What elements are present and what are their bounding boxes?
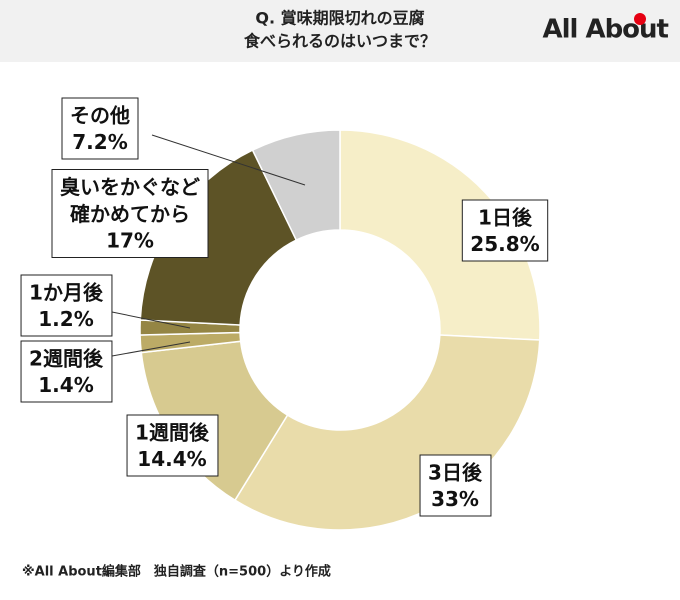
leader-line bbox=[151, 134, 306, 186]
category-label: 1日後 bbox=[478, 205, 533, 229]
category-label: 臭いをかぐなど確かめてから bbox=[60, 175, 200, 226]
chart-title: Q. 賞味期限切れの豆腐 bbox=[255, 9, 424, 28]
logo: All About bbox=[542, 15, 668, 45]
donut-slice bbox=[139, 149, 298, 326]
source-note: ※All About編集部 独自調査（n=500）より作成 bbox=[22, 564, 331, 580]
label-box bbox=[51, 169, 209, 258]
leader-line bbox=[111, 341, 191, 357]
label-box bbox=[419, 454, 492, 517]
value-label: 1.2% bbox=[38, 307, 93, 331]
label-box bbox=[461, 199, 549, 262]
category-label: 1か月後 bbox=[29, 280, 104, 304]
data-label: 1か月後 1.2% bbox=[20, 274, 113, 337]
donut-slice bbox=[251, 129, 341, 242]
donut-slice bbox=[233, 334, 541, 531]
value-label: 14.4% bbox=[137, 447, 206, 471]
category-label: 3日後 bbox=[428, 460, 483, 484]
label-box bbox=[126, 414, 219, 477]
value-label: 1.4% bbox=[38, 373, 93, 397]
logo-dot bbox=[634, 13, 646, 25]
donut-slice bbox=[339, 129, 541, 341]
value-label: 7.2% bbox=[72, 130, 127, 154]
data-label: 臭いをかぐなど確かめてから 17% bbox=[51, 169, 209, 258]
category-label: 2週間後 bbox=[29, 346, 104, 370]
label-box bbox=[20, 274, 113, 337]
label-box bbox=[61, 97, 139, 160]
category-label: その他 bbox=[70, 103, 130, 127]
data-label: 1週間後 14.4% bbox=[126, 414, 219, 477]
data-label: 2週間後 1.4% bbox=[20, 340, 113, 403]
chart-title: 食べられるのはいつまで？ bbox=[243, 32, 436, 51]
header-band bbox=[0, 0, 680, 62]
data-label: 1日後 25.8% bbox=[461, 199, 549, 262]
value-label: 17% bbox=[106, 229, 154, 253]
label-box bbox=[20, 340, 113, 403]
value-label: 33% bbox=[431, 487, 479, 511]
leader-line bbox=[111, 311, 191, 329]
data-label: その他 7.2% bbox=[61, 97, 139, 160]
value-label: 25.8% bbox=[470, 232, 539, 256]
category-label: 1週間後 bbox=[135, 420, 210, 444]
